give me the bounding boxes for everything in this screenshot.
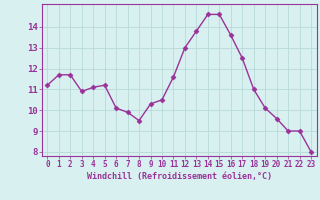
X-axis label: Windchill (Refroidissement éolien,°C): Windchill (Refroidissement éolien,°C) — [87, 172, 272, 181]
